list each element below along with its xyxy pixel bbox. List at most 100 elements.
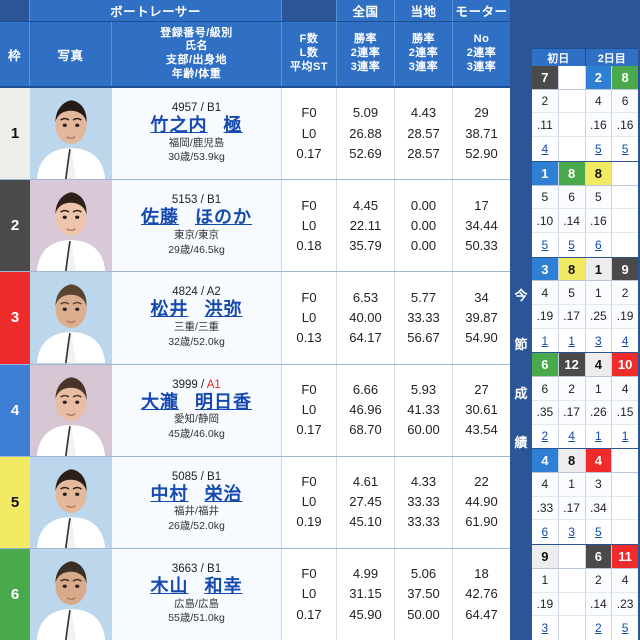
exhibition-rank-cell[interactable]: 1 <box>612 424 638 449</box>
header-f-line-1: F数 <box>299 33 319 46</box>
header-profile-line-1: 登録番号/級別 <box>160 26 233 39</box>
exhibition-rank-cell[interactable]: 5 <box>532 232 559 257</box>
local-stats-line-1: 5.77 <box>410 289 437 305</box>
header-profile-line-2: 氏名 <box>185 40 208 53</box>
racer-profile: 5085 / B1 中村 栄治 福井/福井 26歳/52.0kg <box>112 456 282 548</box>
f-stats-line-2: L0 <box>301 309 317 325</box>
racer-branch-origin: 福岡/鹿児島 <box>168 136 225 149</box>
racer-branch-origin: 広島/広島 <box>174 597 219 610</box>
start-course-cell: 4 <box>532 473 559 497</box>
f-stats: F0 L0 0.17 <box>282 364 337 456</box>
local-stats-line-2: 33.33 <box>407 494 440 510</box>
exhibition-rank-cell[interactable]: 3 <box>532 616 559 640</box>
f-stats-line-3: 0.17 <box>296 422 322 438</box>
exhibition-rank-cell[interactable]: 3 <box>558 520 586 545</box>
finish-rank-cell: 6 <box>585 545 613 569</box>
exhibition-rank-cell[interactable]: 5 <box>585 137 613 161</box>
f-stats-line-1: F0 <box>301 289 317 305</box>
start-timing-cell: .35 <box>532 400 559 425</box>
start-course-cell: 5 <box>585 185 613 210</box>
start-course-cell: 1 <box>558 473 586 497</box>
exhibition-rank-cell[interactable]: 6 <box>532 520 559 545</box>
national-stats-line-2: 26.88 <box>349 125 382 141</box>
start-timing-cell: .26 <box>585 400 613 425</box>
motor-stats-line-2: 39.87 <box>465 309 498 325</box>
national-stats-line-1: 6.53 <box>352 289 379 305</box>
racer-name-link[interactable]: 佐藤 ほのか <box>141 207 252 228</box>
exhibition-rank-cell <box>612 232 638 257</box>
finish-rank-cell <box>612 161 638 186</box>
exhibition-rank-cell[interactable]: 5 <box>585 520 613 545</box>
racer-name-link[interactable]: 竹之内極 <box>151 115 243 136</box>
result-line-start-timing: .11 .16.16 <box>532 113 638 138</box>
start-timing-cell: .14 <box>585 592 613 617</box>
exhibition-rank-cell[interactable]: 4 <box>558 424 586 449</box>
local-stats-line-3: 60.00 <box>407 422 440 438</box>
f-stats-line-3: 0.17 <box>296 145 322 161</box>
national-stats: 4.45 22.11 35.79 <box>337 180 395 272</box>
motor-stats: 29 38.71 52.90 <box>453 88 511 180</box>
start-timing-cell: .16 <box>585 209 613 233</box>
start-timing-cell: .15 <box>612 400 638 425</box>
day-header-1: 初日 <box>532 48 586 66</box>
exhibition-rank-cell[interactable]: 4 <box>612 328 638 353</box>
exhibition-rank-cell[interactable]: 2 <box>532 424 559 449</box>
racer-photo[interactable] <box>30 364 112 456</box>
start-timing-cell <box>612 496 638 521</box>
grid-day-headers: 初日 2日目 <box>532 48 638 66</box>
national-stats: 4.61 27.45 45.10 <box>337 456 395 548</box>
header-national-line-3: 3連率 <box>350 60 381 73</box>
start-timing-cell: .34 <box>585 496 613 521</box>
finish-rank-cell: 8 <box>612 66 638 90</box>
exhibition-rank-cell[interactable]: 1 <box>532 328 559 353</box>
racer-rows: 1 4957 / B1 竹之内極 福岡/鹿児島 30歳/53.9kg F0 L0… <box>0 88 568 640</box>
exhibition-rank-cell[interactable]: 1 <box>585 424 613 449</box>
national-stats: 6.66 46.96 68.70 <box>337 364 395 456</box>
f-stats: F0 L0 0.17 <box>282 548 337 640</box>
header-photo: 写真 <box>30 22 112 86</box>
registration-line: 3999 / A1 <box>172 378 221 391</box>
racer-branch-origin: 福井/福井 <box>174 505 219 518</box>
exhibition-rank-cell[interactable]: 2 <box>585 616 613 640</box>
national-stats: 4.99 31.15 45.90 <box>337 548 395 640</box>
motor-stats-line-2: 34.44 <box>465 217 498 233</box>
racer-photo[interactable] <box>30 88 112 180</box>
exhibition-rank-cell[interactable]: 4 <box>532 137 559 161</box>
local-stats: 4.33 33.33 33.33 <box>395 456 453 548</box>
racer-profile: 5153 / B1 佐藤 ほのか 東京/東京 29歳/46.5kg <box>112 180 282 272</box>
current-series-vertical-label: 今 節 成 績 <box>510 0 532 640</box>
finish-rank-cell: 8 <box>558 257 586 282</box>
racer-photo[interactable] <box>30 180 112 272</box>
racer-givenname: ほのか <box>195 207 252 228</box>
exhibition-rank-cell[interactable]: 5 <box>612 616 638 640</box>
motor-stats-line-1: 29 <box>474 105 489 121</box>
racer-name-link[interactable]: 松井 洪弥 <box>151 299 243 320</box>
exhibition-rank-cell[interactable]: 6 <box>585 232 613 257</box>
racer-name-link[interactable]: 大瀧 明日香 <box>141 392 252 413</box>
racer-photo[interactable] <box>30 272 112 364</box>
exhibition-rank-cell[interactable]: 3 <box>585 328 613 353</box>
motor-stats-line-3: 52.90 <box>465 145 498 161</box>
racer-name-link[interactable]: 木山 和幸 <box>151 576 243 597</box>
start-timing-cell: .16 <box>585 113 613 138</box>
exhibition-rank-cell[interactable]: 1 <box>558 328 586 353</box>
exhibition-rank-cell[interactable]: 5 <box>612 137 638 161</box>
racer-photo[interactable] <box>30 548 112 640</box>
racer-name-link[interactable]: 中村 栄治 <box>151 484 243 505</box>
result-line-start-timing: .19.17.25.19 <box>532 305 638 329</box>
finish-rank-cell <box>558 545 586 569</box>
f-stats-line-1: F0 <box>301 381 317 397</box>
result-line-start-timing: .10.14.16 <box>532 209 638 233</box>
motor-stats-line-1: 17 <box>474 197 489 213</box>
exhibition-rank-cell[interactable]: 5 <box>558 232 586 257</box>
header-national-line-2: 2連率 <box>350 47 381 60</box>
header-profile-line-3: 支部/出身地 <box>165 54 228 66</box>
racer-givenname: 和幸 <box>204 575 243 596</box>
racer-photo[interactable] <box>30 456 112 548</box>
